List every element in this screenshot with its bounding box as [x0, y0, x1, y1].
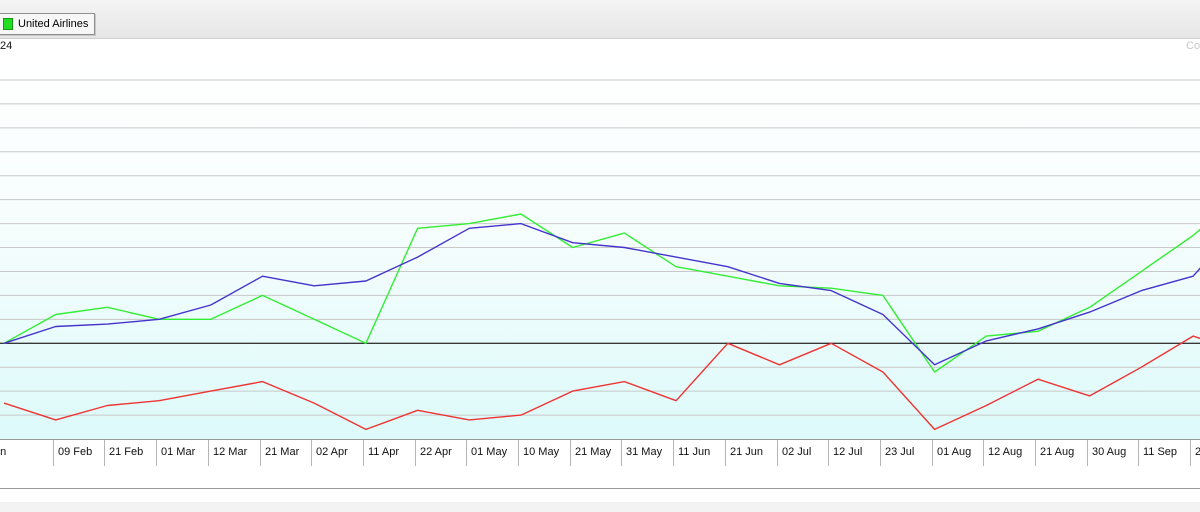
x-tick-label: 23 Jul: [880, 440, 914, 466]
x-tick-label: 21 Feb: [104, 440, 143, 466]
x-tick-label: 31 May: [621, 440, 662, 466]
series-line-red: [3, 335, 1200, 431]
x-tick-label: 01 Aug: [932, 440, 971, 466]
x-tick-label: 01 Mar: [156, 440, 195, 466]
legend-button-united-airlines[interactable]: United Airlines: [0, 13, 96, 35]
x-tick-label: 21 Jun: [725, 440, 763, 466]
toolbar: United Airlines: [0, 0, 1200, 39]
x-tick-label: 01 May: [466, 440, 507, 466]
x-tick-label: 12 Jul: [828, 440, 862, 466]
corner-label: Co: [1186, 40, 1200, 52]
series-line-blue: [3, 222, 1200, 366]
x-tick-label: 21 Aug: [1035, 440, 1074, 466]
scrollbar-track: [0, 488, 1200, 489]
x-tick-label: 11 Sep: [1138, 440, 1177, 466]
footer-bar: [0, 502, 1200, 512]
x-tick-label: 12 Mar: [208, 440, 247, 466]
x-tick-label: 02 Apr: [311, 440, 348, 466]
x-tick-label: 21 May: [570, 440, 611, 466]
line-chart: [0, 79, 1200, 431]
x-tick-label: 10 May: [518, 440, 559, 466]
x-axis: an 09 Feb 21 Feb 01 Mar 12 Mar 21 Mar 02 Apr 11…: [0, 439, 1200, 466]
series-line-united-airlines: [3, 213, 1200, 373]
x-tick-label: 02 Jul: [777, 440, 811, 466]
x-tick-label: 11 Apr: [363, 440, 399, 466]
legend-swatch-icon: [3, 18, 13, 30]
legend-label: United Airlines: [18, 18, 89, 30]
x-tick-label: 22 Apr: [415, 440, 452, 466]
x-tick-label: 30 Aug: [1087, 440, 1126, 466]
x-tick-label: 12 Aug: [983, 440, 1022, 466]
year-label: 24: [0, 40, 13, 52]
x-tick-label: an: [0, 446, 7, 458]
x-tick-label: 21 Mar: [260, 440, 299, 466]
x-tick-label: 09 Feb: [53, 440, 92, 466]
x-tick-label: 11 Jun: [673, 440, 710, 466]
x-tick-label: 20 Sep: [1190, 440, 1200, 466]
